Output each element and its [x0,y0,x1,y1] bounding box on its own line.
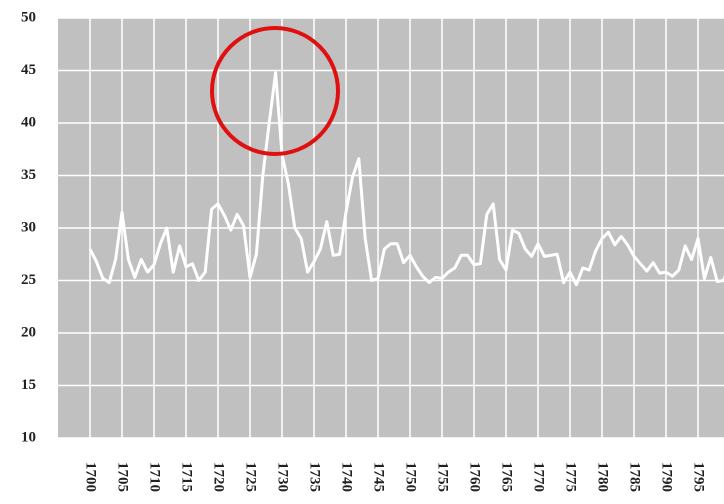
y-tick-label: 15 [21,377,36,393]
y-tick-label: 10 [21,429,36,445]
x-tick-label: 1775 [563,462,579,492]
x-tick-label: 1800 [723,462,724,492]
x-tick-label: 1785 [627,462,643,492]
x-tick-label: 1765 [499,462,515,492]
x-tick-label: 1730 [275,462,291,492]
y-tick-label: 25 [21,272,36,288]
data-line [88,71,724,287]
x-tick-label: 1710 [147,462,163,492]
x-tick-label: 1795 [691,462,707,492]
y-tick-label: 30 [21,219,36,235]
x-tick-label: 1745 [371,462,387,492]
highlight-circle [210,26,340,156]
x-tick-label: 1715 [179,462,195,492]
x-tick-label: 1780 [595,462,611,492]
y-tick-label: 35 [21,167,36,183]
y-tick-label: 40 [21,114,36,130]
x-tick-label: 1705 [115,462,131,492]
y-tick-label: 20 [21,324,36,340]
x-tick-label: 1760 [467,462,483,492]
x-tick-label: 1750 [403,462,419,492]
x-tick-label: 1700 [83,462,99,492]
y-tick-label: 50 [21,9,36,25]
x-tick-label: 1725 [243,462,259,492]
x-tick-label: 1720 [211,462,227,492]
x-tick-label: 1770 [531,462,547,492]
x-tick-label: 1755 [435,462,451,492]
x-tick-label: 1790 [659,462,675,492]
x-tick-label: 1735 [307,462,323,492]
y-tick-label: 45 [21,62,36,78]
x-tick-label: 1740 [339,462,355,492]
